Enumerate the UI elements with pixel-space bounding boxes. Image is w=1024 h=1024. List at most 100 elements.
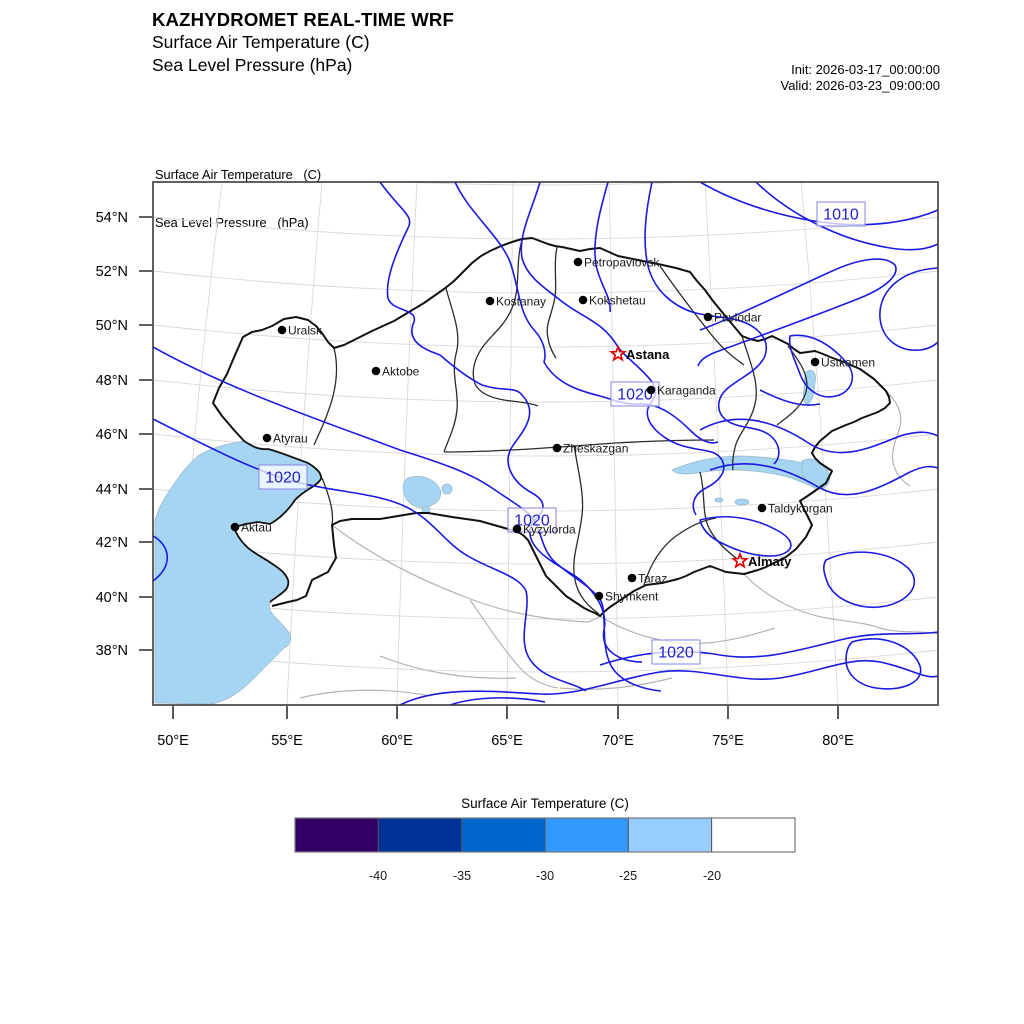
plot-inset-titles: Surface Air Temperature (C) Sea Level Pr… [155, 135, 321, 263]
city-shymkent: Shymkent [594, 590, 659, 604]
lake-small-west [734, 498, 750, 506]
svg-text:48°N: 48°N [96, 373, 128, 389]
capital-star-icon [609, 344, 627, 362]
svg-text:1010: 1010 [823, 207, 859, 224]
svg-text:-25: -25 [619, 869, 637, 883]
svg-text:75°E: 75°E [712, 733, 744, 749]
svg-text:1020: 1020 [617, 387, 653, 404]
city-dot [277, 325, 287, 335]
svg-text:42°N: 42°N [96, 535, 128, 551]
city-dot [703, 312, 713, 322]
city-kostanay: Kostanay [485, 295, 546, 309]
svg-text:Atyrau: Atyrau [273, 432, 308, 446]
valid-time: Valid: 2026-03-23_09:00:00 [780, 77, 941, 93]
svg-text:Taldykorgan: Taldykorgan [768, 502, 833, 516]
caspian-kz-coastline [233, 440, 322, 603]
run-times: Init: 2026-03-17_00:00:00 Valid: 2026-03… [781, 62, 941, 93]
map-frame [152, 181, 939, 706]
city-dot [578, 295, 588, 305]
city-dot [371, 366, 381, 376]
lake-small-west2 [714, 497, 724, 503]
colorbar-frame [294, 817, 796, 853]
svg-text:-35: -35 [453, 869, 471, 883]
svg-text:-30: -30 [536, 869, 554, 883]
svg-text:Aktau: Aktau [241, 521, 272, 535]
aral-sea [402, 476, 442, 508]
header-subtitle-pressure: Sea Level Pressure (hPa) [152, 55, 353, 75]
svg-text:46°N: 46°N [96, 427, 128, 443]
city-aktau: Aktau [230, 521, 272, 535]
city-uralsk: Uralsk [277, 324, 323, 338]
svg-text:1020: 1020 [658, 645, 694, 662]
city-markers: Uralsk Aktobe Atyrau Aktau Kostanay Petr… [230, 256, 875, 604]
colorbar-segment [711, 817, 796, 853]
city-dot [262, 433, 272, 443]
svg-text:Kostanay: Kostanay [496, 295, 546, 309]
foreign-borders [299, 390, 938, 699]
city-dot [646, 385, 656, 395]
svg-text:52°N: 52°N [96, 264, 128, 280]
city-petropavlovsk: Petropavlovsk [573, 256, 660, 270]
city-dot [485, 296, 495, 306]
svg-text:Pavlodar: Pavlodar [714, 311, 761, 325]
svg-text:Ustkamen: Ustkamen [821, 356, 875, 370]
init-time: Init: 2026-03-17_00:00:00 [791, 62, 940, 77]
svg-text:Astana: Astana [626, 347, 670, 362]
capital-star-icon [731, 551, 749, 569]
svg-text:70°E: 70°E [602, 733, 634, 749]
svg-text:50°N: 50°N [96, 318, 128, 334]
lat-axis-ticks [139, 216, 152, 651]
svg-text:55°E: 55°E [271, 733, 303, 749]
header: KAZHYDROMET REAL-TIME WRF Surface Air Te… [152, 8, 454, 77]
pressure-label-1020-south: 1020 [651, 639, 701, 665]
svg-text:80°E: 80°E [822, 733, 854, 749]
svg-text:Uralsk: Uralsk [288, 324, 323, 338]
svg-text:54°N: 54°N [96, 210, 128, 226]
city-zheskazgan: Zheskazgan [552, 442, 628, 456]
city-karaganda: Karaganda [646, 384, 716, 398]
pressure-label-1010: 1010 [816, 201, 866, 227]
aral-sea-east [441, 483, 453, 495]
header-subtitle-temperature: Surface Air Temperature (C) [152, 32, 370, 52]
pressure-contours [153, 182, 938, 705]
city-dot [757, 503, 767, 513]
city-pavlodar: Pavlodar [703, 311, 761, 325]
svg-text:Kyzylorda: Kyzylorda [523, 523, 576, 537]
inset-title-temperature: Surface Air Temperature (C) [155, 167, 322, 182]
page-title: KAZHYDROMET REAL-TIME WRF [152, 9, 454, 30]
city-ustkamen: Ustkamen [810, 356, 875, 370]
svg-text:Petropavlovsk: Petropavlovsk [584, 256, 660, 270]
svg-text:Karaganda: Karaganda [657, 384, 716, 398]
svg-text:Aktobe: Aktobe [382, 365, 420, 379]
svg-text:1020: 1020 [514, 513, 550, 530]
city-dot [573, 257, 583, 267]
lon-axis-labels: 50°E 55°E 60°E 65°E 70°E 75°E 80°E [157, 733, 854, 749]
city-dot [594, 591, 604, 601]
oblast-borders [313, 239, 808, 615]
svg-text:50°E: 50°E [157, 733, 189, 749]
colorbar-segment [544, 817, 629, 853]
city-taraz: Taraz [627, 572, 667, 586]
colorbar: Surface Air Temperature (C) -40 -35 -30 … [294, 796, 796, 883]
inset-title-pressure: Sea Level Pressure (hPa) [155, 215, 309, 230]
svg-text:-20: -20 [703, 869, 721, 883]
lat-axis-labels: 54°N 52°N 50°N 48°N 46°N 44°N 42°N 40°N … [96, 210, 128, 659]
svg-text:1020: 1020 [265, 470, 301, 487]
city-dot [810, 357, 820, 367]
lon-axis-ticks [172, 706, 839, 719]
svg-text:Zheskazgan: Zheskazgan [563, 442, 628, 456]
pressure-label-1020-astana: 1020 [610, 381, 660, 407]
svg-text:Shymkent: Shymkent [605, 590, 659, 604]
city-taldykorgan: Taldykorgan [757, 502, 833, 516]
city-dot [512, 524, 522, 534]
city-astana: Astana [609, 344, 670, 362]
svg-text:60°E: 60°E [381, 733, 413, 749]
city-kokshetau: Kokshetau [578, 294, 646, 308]
city-aktobe: Aktobe [371, 365, 420, 379]
colorbar-segment [627, 817, 713, 853]
city-kyzylorda: Kyzylorda [512, 523, 576, 537]
pressure-value-labels: 1010 1020 1020 1020 1020 [258, 201, 866, 665]
colorbar-tick-labels: -40 -35 -30 -25 -20 [369, 869, 721, 883]
